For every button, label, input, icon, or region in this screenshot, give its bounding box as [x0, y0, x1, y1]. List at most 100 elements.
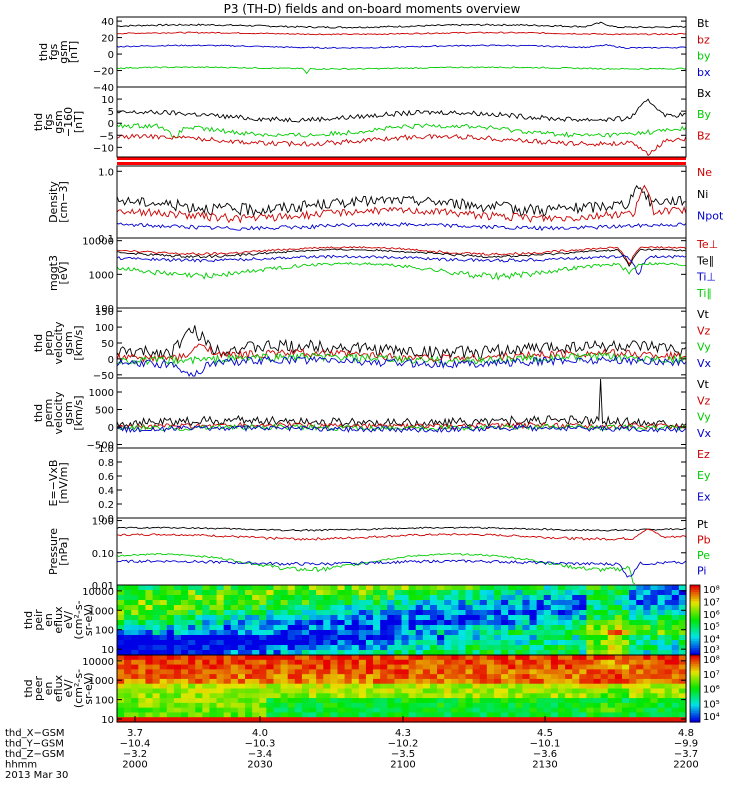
y-axis-label: eflux	[52, 674, 65, 702]
trace-line	[116, 378, 687, 429]
legend-entry: Vt	[697, 378, 710, 391]
panel-peir_spec: 10⁸10⁷10⁶10⁵10⁴10³10000100010010thdpeire…	[22, 584, 720, 656]
legend-entry: Te⊥	[696, 238, 718, 251]
y-axis-label: (cm²-s-	[72, 600, 85, 639]
trace-line	[116, 44, 687, 49]
legend-entry: Vx	[697, 357, 712, 370]
y-axis-label: thd	[32, 334, 45, 352]
y-axis-label: sr-eV)	[82, 672, 95, 704]
y-tick-label: 20	[101, 34, 114, 45]
legend-entry: Npot	[697, 210, 724, 223]
colorbar-tick-label: 10⁸	[703, 585, 720, 596]
colorbar-tick-label: 10⁵	[703, 622, 720, 633]
y-axis-label: fgs	[42, 113, 55, 130]
panel-peer_spec: 10⁸ 10⁷ 10⁶ 10⁵ 10⁴ 10000 1000 100 10 thdpeerenef…	[22, 654, 720, 726]
y-tick-label: 10	[101, 95, 114, 106]
legend-entry: Ti∥	[696, 287, 712, 300]
x-axis-value: −10.1	[530, 739, 561, 750]
y-tick-label: 0.6	[98, 472, 114, 483]
y-tick-label: 10000	[82, 237, 114, 248]
colorbar-tick-label: 10⁵	[703, 699, 720, 710]
y-tick-label: 1000	[89, 388, 114, 399]
legend-entry: Pe	[697, 549, 710, 562]
y-axis-label: perp	[42, 330, 55, 355]
x-axis-value: −3.6	[533, 749, 557, 760]
legend-entry: Pi	[697, 565, 706, 578]
y-tick-label: 100	[95, 626, 114, 637]
trace-line	[116, 133, 687, 157]
legend-entry: Vy	[697, 411, 711, 424]
trace-line	[116, 559, 687, 578]
y-axis-label: mggt3	[47, 255, 60, 291]
trace-line	[116, 222, 687, 232]
y-tick-label: 500	[95, 406, 114, 417]
trace-line	[116, 528, 687, 541]
trace-line	[116, 261, 687, 281]
y-axis-label: thd	[32, 404, 45, 422]
y-tick-label: 50	[101, 339, 114, 350]
trace-line	[116, 184, 687, 224]
colorbar-tick-label: 10⁷	[703, 597, 720, 608]
y-tick-label: 0.10	[92, 549, 114, 560]
legend-entry: Vt	[697, 308, 710, 321]
y-tick-label: 0.1	[98, 234, 114, 245]
trace-line	[116, 355, 687, 377]
panel-frame	[116, 86, 687, 158]
legend-entry: Ez	[697, 448, 710, 461]
trace-line	[116, 254, 687, 276]
x-axis-value: 4.5	[537, 728, 553, 739]
legend-entry: Vz	[697, 324, 711, 337]
colorbar-tick-label: 10⁴	[703, 712, 720, 723]
x-axis-row-label: thd_Y−GSM	[5, 739, 64, 750]
y-tick-label: 1.00	[92, 517, 114, 528]
y-axis-label: velocity	[52, 321, 65, 364]
x-axis-value: −3.2	[123, 749, 147, 760]
y-tick-label: 100	[95, 696, 114, 707]
y-axis-label: peer	[32, 676, 45, 702]
y-tick-label: 0.01	[92, 581, 114, 592]
colorbar-tick-label: 10⁶	[703, 610, 720, 621]
y-axis-label: Pressure	[47, 528, 60, 575]
legend-entry: Vz	[697, 394, 711, 407]
x-axis-value: 4.0	[252, 728, 268, 739]
trace-line	[117, 246, 687, 265]
x-axis-group: thd_X−GSM 3.7 4.0 4.3 4.5 4.8 thd_Y−GSM −10.4 −1…	[5, 716, 699, 781]
y-axis-label: [eV]	[57, 262, 70, 285]
y-tick-label: 0	[108, 423, 114, 434]
trace-line	[116, 98, 687, 123]
y-axis-label: en	[42, 613, 55, 627]
y-tick-label: 150	[95, 307, 114, 318]
panel-efield: 1.0 0.8 0.6 0.4 0.2 0.0 E=−VxB[mV/m] Ez Ey Ex	[47, 444, 711, 525]
y-axis-label: [mV/m]	[57, 462, 70, 503]
legend-entry: bz	[697, 33, 710, 46]
panel-pressure: 1.00 0.10 0.01 Pressure[nPa] Pt Pb Pe Pi	[47, 517, 711, 592]
x-axis-row-label: thd_X−GSM	[5, 728, 65, 739]
colorbar-tick-label: 10³	[703, 645, 720, 656]
legend-entry: Pt	[697, 518, 709, 531]
legend-entry: bx	[697, 66, 711, 79]
y-tick-label: 1000	[89, 676, 114, 687]
panel-frame	[116, 447, 687, 519]
colorbar-tick-label: 10⁴	[703, 635, 720, 646]
trace-line	[116, 526, 687, 532]
y-tick-label: 40	[101, 17, 114, 28]
x-axis-value: 2030	[247, 760, 272, 771]
legend-entry: Bx	[697, 87, 712, 100]
colorbar	[690, 655, 700, 658]
y-tick-label: 0	[108, 50, 114, 61]
legend-entry: Ey	[697, 469, 711, 482]
x-axis-value: 2100	[390, 760, 415, 771]
legend-entry: Vx	[697, 427, 712, 440]
panel-frame	[116, 654, 687, 723]
x-axis-value: 2000	[122, 760, 147, 771]
y-axis-label: [km/s]	[72, 395, 85, 430]
y-axis-label: peir	[32, 609, 45, 631]
y-axis-label: Density	[47, 181, 60, 223]
x-axis-value: 2130	[532, 760, 557, 771]
date-label: 2013 Mar 30	[5, 770, 68, 781]
y-tick-label: 0	[108, 355, 114, 366]
y-axis-label: [nT]	[72, 111, 85, 133]
